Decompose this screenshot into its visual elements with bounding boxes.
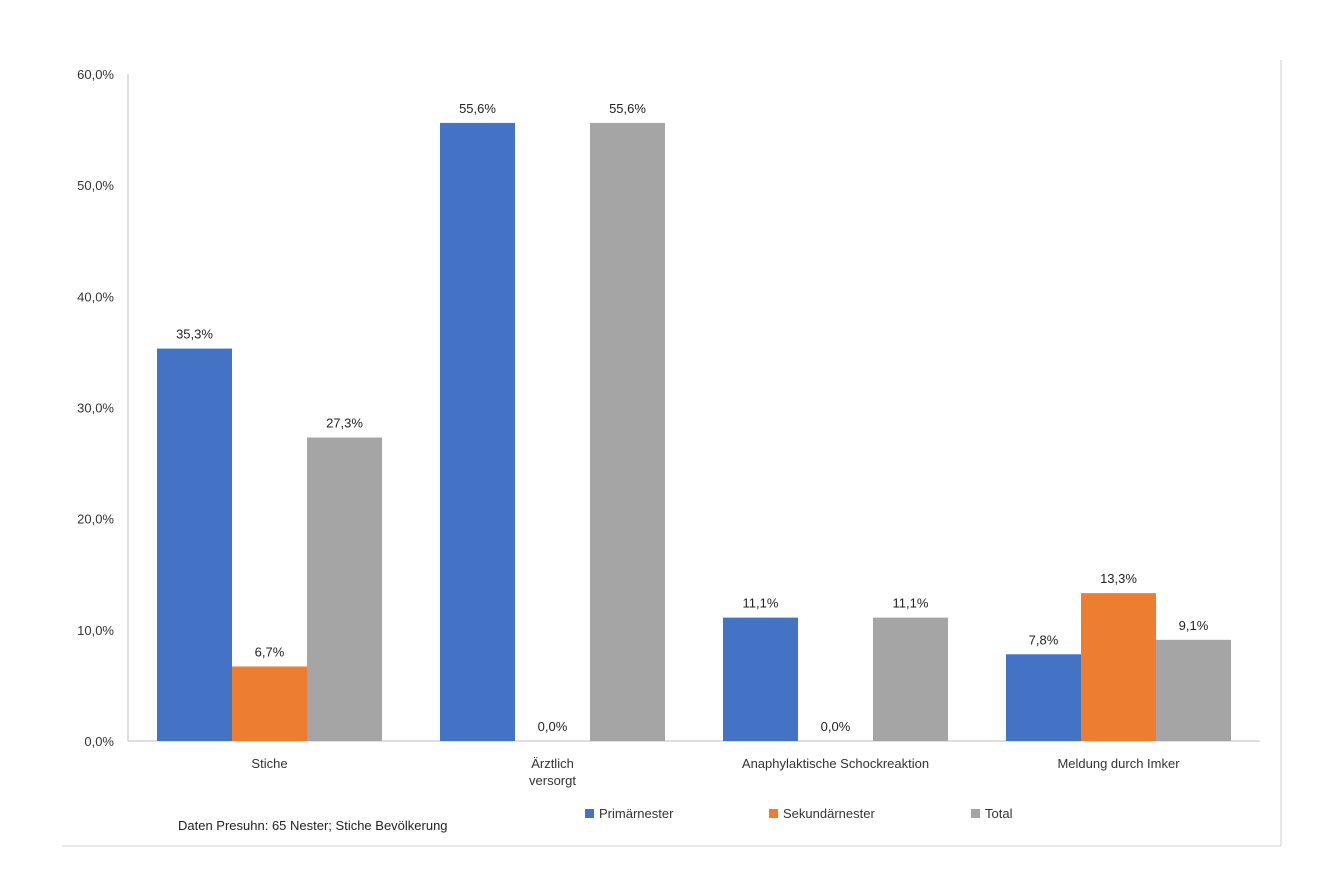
data-label-total-arztlich-versorgt: 55,6% [609, 101, 646, 116]
data-label-primarnester-meldung-durch-imker: 7,8% [1029, 632, 1059, 647]
bar-total-stiche [307, 437, 382, 741]
legend-item-total: Total [971, 806, 1012, 821]
y-tick-label: 40,0% [77, 289, 114, 304]
x-category-label: Ärztlich versorgt [529, 756, 576, 788]
data-label-sekundarnester-stiche: 6,7% [255, 645, 285, 660]
data-source-note: Daten Presuhn: 65 Nester; Stiche Bevölke… [178, 818, 448, 833]
legend: Primärnester Sekundärnester Total [0, 806, 1332, 830]
bar-total-meldung-durch-imker [1156, 639, 1231, 741]
legend-label-primaernester: Primärnester [599, 806, 674, 821]
data-label-sekundarnester-arztlich-versorgt: 0,0% [538, 719, 568, 734]
legend-label-total: Total [985, 806, 1013, 821]
data-label-sekundarnester-meldung-durch-imker: 13,3% [1100, 571, 1137, 586]
x-category-label: Meldung durch Imker [1057, 756, 1180, 771]
data-label-total-meldung-durch-imker: 9,1% [1179, 618, 1209, 633]
y-tick-label: 10,0% [77, 623, 114, 638]
bar-total-arztlich-versorgt [590, 122, 665, 741]
y-tick-label: 50,0% [77, 178, 114, 193]
data-label-total-anaphylaktische-schockreaktion: 11,1% [893, 596, 929, 611]
bar-total-anaphylaktische-schockreaktion [873, 617, 948, 741]
bar-sekundarnester-stiche [232, 666, 307, 741]
y-tick-label: 60,0% [77, 67, 114, 82]
bar-primarnester-meldung-durch-imker [1006, 654, 1081, 741]
bar-primarnester-arztlich-versorgt [440, 122, 515, 741]
legend-swatch-sekundaernester [769, 809, 778, 818]
data-label-primarnester-anaphylaktische-schockreaktion: 11,1% [743, 596, 779, 611]
x-category-label: Stiche [251, 756, 287, 771]
data-label-primarnester-stiche: 35,3% [176, 327, 213, 342]
legend-label-sekundaernester: Sekundärnester [783, 806, 875, 821]
legend-item-primaernester: Primärnester [585, 806, 673, 821]
y-tick-label: 30,0% [77, 401, 114, 416]
y-tick-label: 0,0% [84, 734, 114, 749]
legend-item-sekundaernester: Sekundärnester [769, 806, 875, 821]
y-tick-label: 20,0% [77, 512, 114, 527]
legend-swatch-total [971, 809, 980, 818]
bar-primarnester-stiche [157, 348, 232, 741]
legend-swatch-primaernester [585, 809, 594, 818]
x-category-label: Anaphylaktische Schockreaktion [742, 756, 929, 771]
data-label-total-stiche: 27,3% [326, 416, 363, 431]
bar-sekundarnester-meldung-durch-imker [1081, 593, 1156, 741]
bar-primarnester-anaphylaktische-schockreaktion [723, 617, 798, 741]
data-label-sekundarnester-anaphylaktische-schockreaktion: 0,0% [821, 719, 851, 734]
data-label-primarnester-arztlich-versorgt: 55,6% [459, 101, 496, 116]
